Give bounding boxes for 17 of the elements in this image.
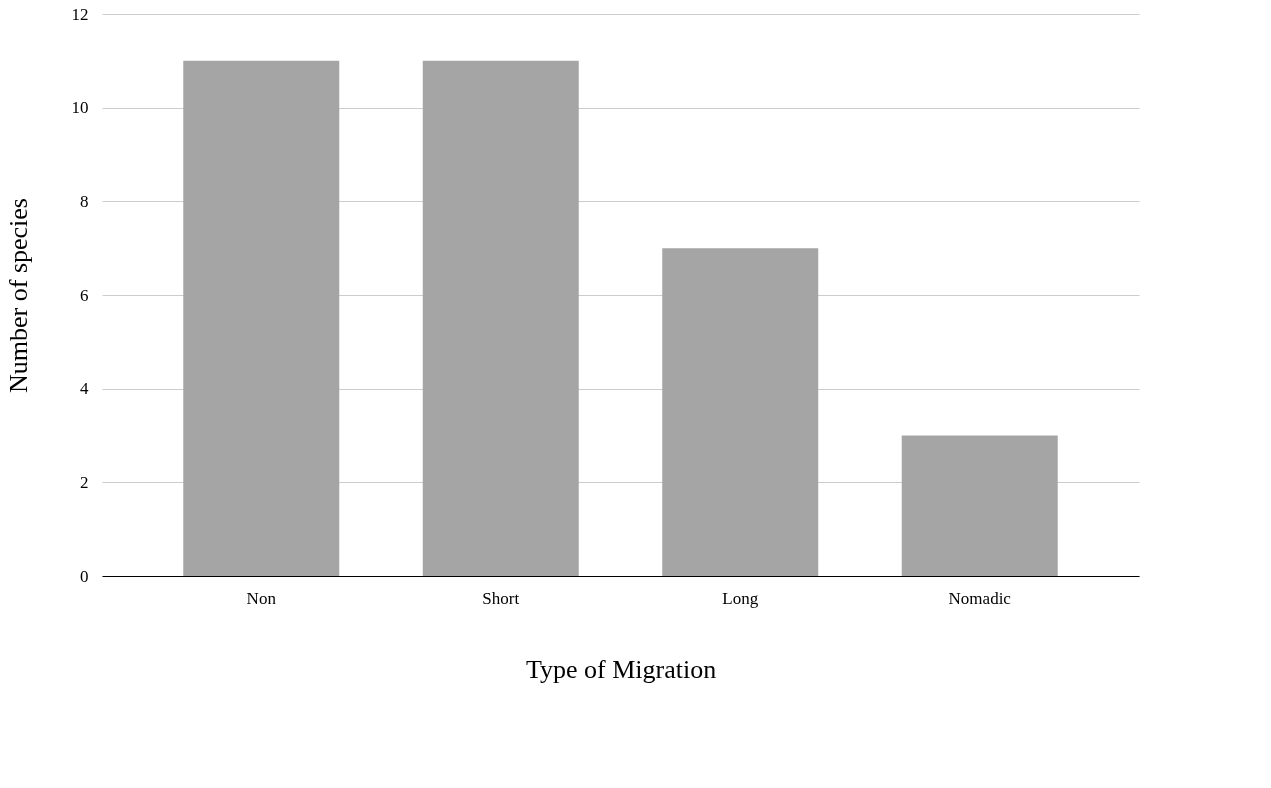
bar: [183, 60, 340, 576]
bar: [662, 248, 819, 576]
x-tick-label: Non: [246, 588, 277, 608]
y-tick-label: 4: [80, 379, 89, 399]
x-axis-title: Type of Migration: [525, 654, 717, 684]
y-tick-label: 10: [71, 98, 89, 118]
y-tick-label: 8: [80, 191, 89, 211]
bar: [422, 60, 579, 576]
y-tick-label: 2: [80, 472, 89, 492]
y-tick-label: 0: [80, 566, 89, 586]
y-tick-label: 6: [80, 285, 89, 305]
x-tick-label: Short: [482, 588, 520, 608]
x-tick-label: Nomadic: [948, 588, 1012, 608]
x-tick-label: Long: [722, 588, 759, 608]
y-axis-title: Number of species: [3, 198, 33, 393]
y-tick-label: 12: [71, 4, 89, 24]
bar: [901, 435, 1058, 576]
